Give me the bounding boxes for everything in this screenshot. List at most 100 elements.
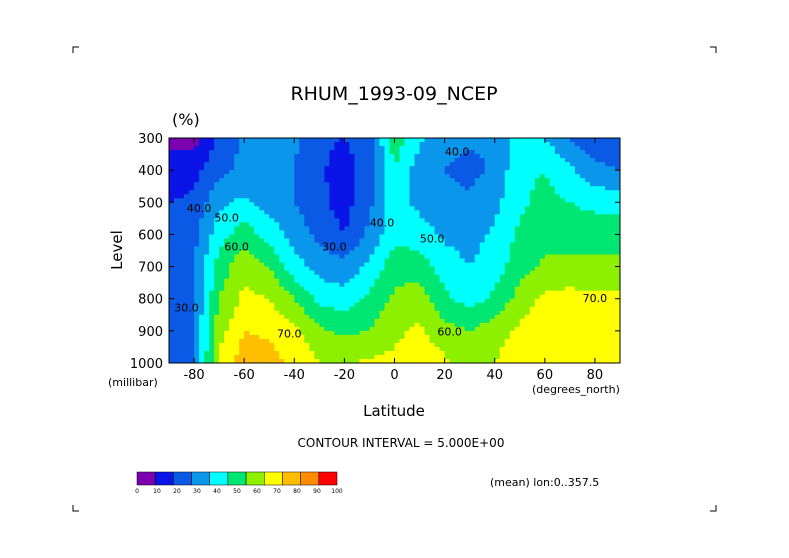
heatmap-cell <box>479 326 486 332</box>
heatmap-cell <box>399 250 406 256</box>
heatmap-cell <box>189 194 195 199</box>
heatmap-cell <box>409 274 416 280</box>
heatmap-cell <box>474 190 481 195</box>
heatmap-cell <box>394 150 401 155</box>
heatmap-cell <box>549 250 556 256</box>
heatmap-cell <box>184 302 190 308</box>
heatmap-cell <box>534 210 541 215</box>
heatmap-cell <box>534 310 541 316</box>
heatmap-cell <box>254 350 260 356</box>
heatmap-cell <box>184 150 190 155</box>
heatmap-cell <box>529 298 536 304</box>
heatmap-cell <box>239 322 245 328</box>
heatmap-cell <box>524 322 531 328</box>
heatmap-cell <box>339 222 345 227</box>
heatmap-cell <box>454 154 461 159</box>
heatmap-cell <box>579 266 586 272</box>
heatmap-cell <box>249 150 255 155</box>
heatmap-cell <box>179 258 185 264</box>
heatmap-cell <box>239 150 245 155</box>
heatmap-cell <box>384 250 391 256</box>
heatmap-cell <box>434 146 441 151</box>
heatmap-cell <box>259 234 265 240</box>
heatmap-cell <box>314 166 320 171</box>
heatmap-cell <box>444 338 451 344</box>
heatmap-cell <box>204 286 210 292</box>
heatmap-cell <box>209 266 215 272</box>
heatmap-cell <box>314 246 320 252</box>
heatmap-cell <box>439 258 446 264</box>
heatmap-cell <box>314 322 320 328</box>
heatmap-cell <box>329 306 335 312</box>
heatmap-cell <box>289 342 295 348</box>
heatmap-cell <box>354 142 361 147</box>
heatmap-cell <box>274 258 280 264</box>
heatmap-cell <box>414 258 421 264</box>
heatmap-cell <box>174 198 180 203</box>
heatmap-cell <box>584 182 591 187</box>
heatmap-cell <box>604 322 611 328</box>
heatmap-cell <box>289 182 295 187</box>
heatmap-cell <box>449 294 456 300</box>
heatmap-cell <box>574 218 581 223</box>
heatmap-cell <box>329 238 335 244</box>
heatmap-cell <box>394 314 401 320</box>
heatmap-cell <box>339 270 345 276</box>
heatmap-cell <box>214 282 220 288</box>
heatmap-cell <box>409 258 416 264</box>
heatmap-cell <box>559 346 566 352</box>
heatmap-cell <box>304 346 310 352</box>
heatmap-cell <box>594 198 601 203</box>
heatmap-cell <box>204 146 210 151</box>
heatmap-cell <box>459 214 466 219</box>
heatmap-cell <box>424 286 431 292</box>
heatmap-cell <box>489 318 496 324</box>
heatmap-cell <box>494 354 501 360</box>
heatmap-cell <box>569 262 576 268</box>
heatmap-cell <box>419 202 426 207</box>
heatmap-cell <box>474 274 481 280</box>
heatmap-cell <box>464 190 471 195</box>
heatmap-cell <box>474 250 481 256</box>
heatmap-cell <box>414 330 421 336</box>
heatmap-cell <box>404 210 411 215</box>
heatmap-cell <box>439 246 446 252</box>
heatmap-cell <box>269 330 275 336</box>
heatmap-cell <box>424 182 431 187</box>
heatmap-cell <box>389 282 396 288</box>
heatmap-cell <box>274 286 280 292</box>
heatmap-cell <box>479 266 486 272</box>
heatmap-cell <box>609 314 616 320</box>
heatmap-cell <box>189 318 195 324</box>
heatmap-cell <box>274 186 280 191</box>
heatmap-cell <box>529 210 536 215</box>
heatmap-cell <box>404 314 411 320</box>
heatmap-cell <box>384 242 391 248</box>
heatmap-cell <box>584 306 591 312</box>
heatmap-cell <box>539 318 546 324</box>
heatmap-cell <box>324 282 330 288</box>
heatmap-cell <box>179 246 185 252</box>
heatmap-cell <box>294 274 300 280</box>
heatmap-cell <box>464 270 471 276</box>
heatmap-cell <box>299 154 305 159</box>
heatmap-cell <box>439 346 446 352</box>
heatmap-cell <box>284 146 290 151</box>
heatmap-cell <box>214 262 220 268</box>
heatmap-cell <box>474 330 481 336</box>
heatmap-cell <box>304 138 310 143</box>
heatmap-cell <box>409 270 416 276</box>
heatmap-cell <box>579 142 586 147</box>
heatmap-cell <box>509 310 516 316</box>
heatmap-cell <box>574 258 581 264</box>
heatmap-cell <box>214 146 220 151</box>
heatmap-cell <box>509 290 516 296</box>
heatmap-cell <box>214 202 220 207</box>
heatmap-cell <box>334 138 340 143</box>
heatmap-cell <box>469 218 476 223</box>
heatmap-cell <box>559 158 566 163</box>
heatmap-cell <box>559 302 566 308</box>
heatmap-cell <box>379 234 386 240</box>
heatmap-cell <box>184 250 190 256</box>
heatmap-cell <box>444 290 451 296</box>
